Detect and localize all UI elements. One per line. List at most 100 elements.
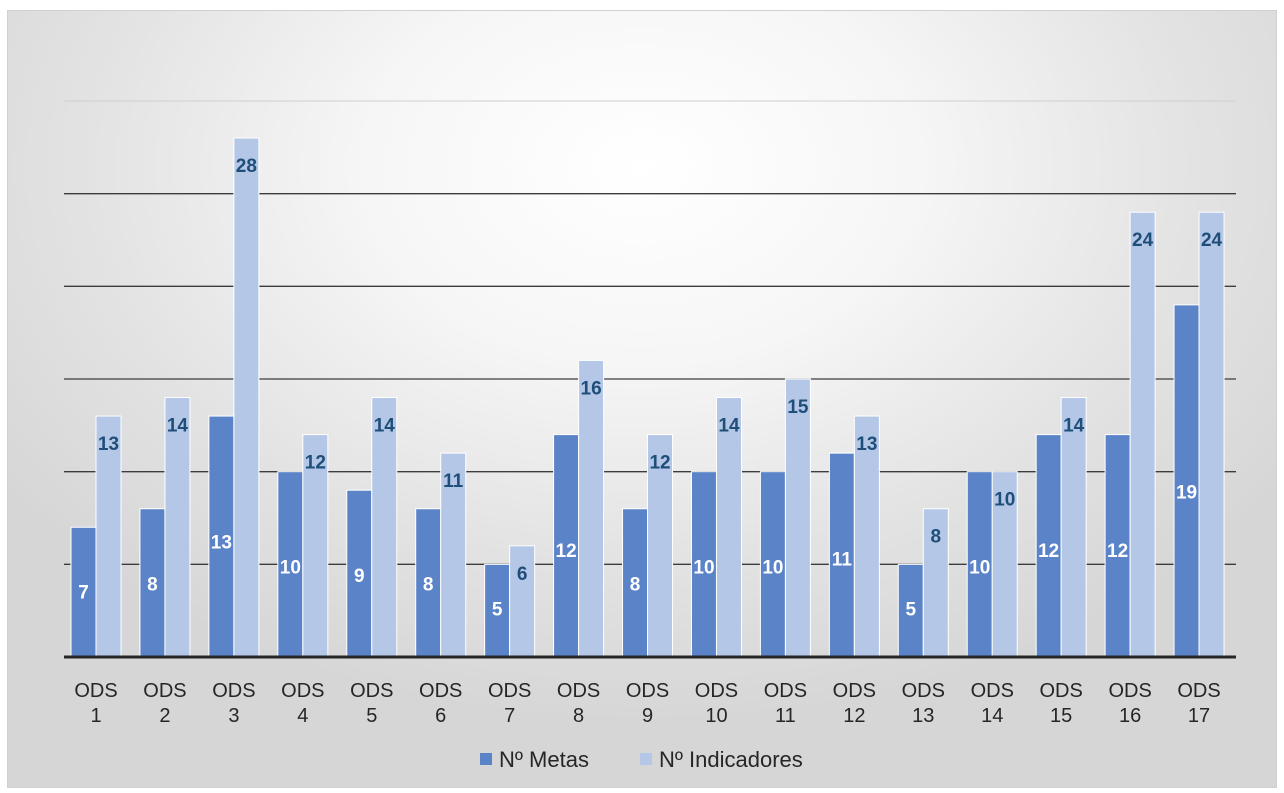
x-tick-label: ODS (1108, 680, 1151, 702)
bars (70, 137, 1225, 658)
bar (509, 545, 536, 658)
data-label: 10 (762, 558, 783, 579)
x-tick-label: 8 (573, 705, 584, 727)
x-tick-label: 12 (843, 705, 865, 727)
data-label: 8 (423, 574, 434, 595)
bar (991, 471, 1018, 658)
legend-label: Nº Indicadores (659, 747, 803, 772)
x-tick-label: 13 (912, 705, 934, 727)
data-label: 10 (994, 490, 1015, 511)
data-label: 10 (693, 558, 714, 579)
x-tick-label: 11 (775, 705, 796, 727)
bar (1198, 211, 1225, 658)
bar (277, 471, 304, 658)
bar (897, 563, 924, 658)
data-label: 19 (1176, 483, 1197, 504)
bar (853, 415, 880, 658)
data-label: 16 (581, 378, 602, 399)
data-label: 15 (787, 397, 809, 418)
x-tick-label: ODS (902, 680, 945, 702)
bar (578, 359, 605, 658)
x-tick-label: ODS (695, 680, 738, 702)
data-label: 12 (1038, 541, 1059, 562)
data-label: 8 (147, 574, 158, 595)
data-label: 10 (280, 558, 301, 579)
bar (922, 508, 949, 658)
x-tick-label: ODS (557, 680, 600, 702)
bar (1104, 434, 1131, 658)
bar (346, 489, 373, 658)
bar (690, 471, 717, 658)
x-tick-label: ODS (74, 680, 117, 702)
x-tick-label: 9 (642, 705, 653, 727)
x-tick-label: 14 (981, 705, 1003, 727)
x-tick-label: ODS (488, 680, 531, 702)
x-tick-label: ODS (833, 680, 876, 702)
x-axis: ODS 1 ODS 2 ODS 3 ODS 4 ODS 5 ODS 6 ODS 7 ODS 8 ODS 9 ODS 1… (64, 655, 1236, 727)
data-label: 13 (98, 434, 119, 455)
x-tick-label: 2 (159, 705, 170, 727)
legend-swatch (480, 753, 492, 765)
bar (1060, 397, 1087, 658)
bar (371, 397, 398, 658)
bar (233, 137, 260, 658)
bar (759, 471, 786, 658)
bar (784, 378, 811, 658)
data-label: 14 (167, 416, 189, 437)
data-label: 14 (1063, 416, 1085, 437)
bar (440, 452, 467, 658)
x-tick-label: 7 (504, 705, 515, 727)
bar (828, 452, 855, 658)
data-label: 12 (649, 453, 670, 474)
data-label: 11 (443, 471, 464, 492)
data-label: 10 (969, 558, 990, 579)
x-tick-label: ODS (281, 680, 324, 702)
x-tick-label: ODS (764, 680, 807, 702)
x-tick-label: 16 (1119, 705, 1141, 727)
data-label: 24 (1201, 230, 1223, 251)
data-labels: 7 8 13 10 9 8 5 12 8 10 10 11 5 10 12 12 19 13 14 28 12 14 11 6… (78, 156, 1222, 620)
x-tick-label: 4 (297, 705, 308, 727)
data-label: 7 (78, 583, 89, 604)
x-tick-label: 3 (228, 705, 239, 727)
data-label: 12 (556, 541, 577, 562)
bar (622, 508, 649, 658)
x-tick-label: ODS (419, 680, 462, 702)
data-label: 14 (718, 416, 740, 437)
bar (302, 434, 329, 658)
bar (415, 508, 442, 658)
bar (715, 397, 742, 658)
x-tick-label: ODS (626, 680, 669, 702)
x-tick-label: ODS (212, 680, 255, 702)
legend-swatch (640, 753, 652, 765)
x-tick-label: 5 (366, 705, 377, 727)
bar (647, 434, 674, 658)
x-tick-label: 17 (1188, 705, 1210, 727)
data-label: 5 (906, 599, 917, 620)
data-label: 8 (630, 574, 641, 595)
x-tick-label: 6 (435, 705, 446, 727)
bar (1173, 304, 1200, 658)
x-tick-label: ODS (1040, 680, 1083, 702)
data-label: 8 (931, 527, 942, 548)
data-label: 5 (492, 599, 503, 620)
bar (95, 415, 122, 658)
x-tick-label: ODS (143, 680, 186, 702)
x-tick-label: ODS (1177, 680, 1220, 702)
x-tick-label: ODS (971, 680, 1014, 702)
bar (208, 415, 235, 658)
x-tick-label: 10 (705, 705, 727, 727)
data-label: 11 (832, 549, 853, 570)
bar (1129, 211, 1156, 658)
data-label: 12 (305, 453, 326, 474)
data-label: 24 (1132, 230, 1154, 251)
data-label: 13 (211, 533, 232, 554)
x-tick-label: ODS (350, 680, 393, 702)
legend: Nº Metas Nº Indicadores (480, 747, 803, 772)
data-label: 6 (517, 564, 528, 585)
x-tick-label: 1 (90, 705, 101, 727)
data-label: 12 (1107, 541, 1128, 562)
data-label: 9 (354, 566, 365, 587)
bar (484, 563, 511, 658)
